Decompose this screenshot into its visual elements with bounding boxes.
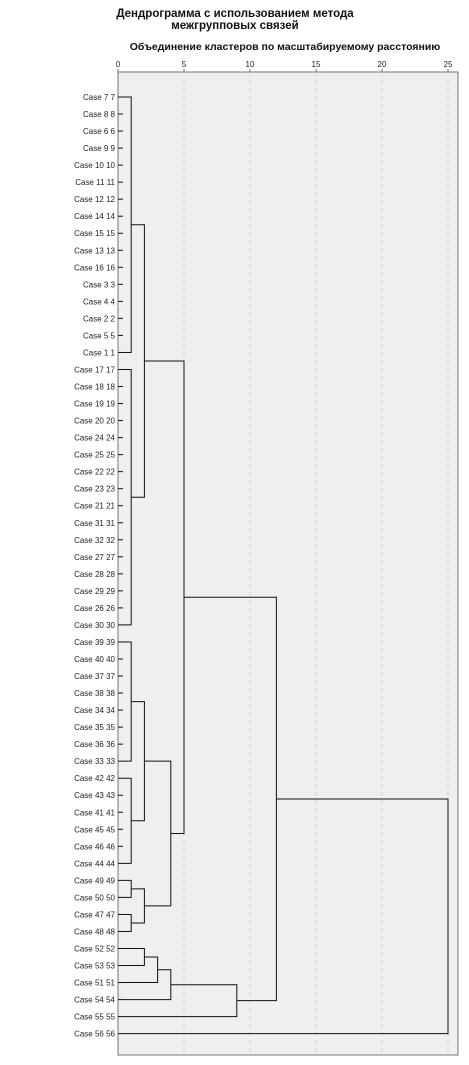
- leaf-label: Case 50 50: [74, 893, 115, 902]
- leaf-label: Case 25 25: [74, 451, 115, 460]
- leaf-label: Case 49 49: [74, 876, 115, 885]
- leaf-label: Case 29 29: [74, 587, 115, 596]
- leaf-label: Case 47 47: [74, 910, 115, 919]
- leaf-label: Case 31 31: [74, 519, 115, 528]
- leaf-label: Case 33 33: [74, 757, 115, 766]
- leaf-label: Case 41 41: [74, 808, 115, 817]
- leaf-label: Case 48 48: [74, 927, 115, 936]
- leaf-label: Case 2 2: [83, 314, 116, 323]
- leaf-label: Case 16 16: [74, 263, 115, 272]
- x-tick-label: 5: [182, 60, 187, 69]
- leaf-label: Case 46 46: [74, 842, 115, 851]
- leaf-label: Case 40 40: [74, 655, 115, 664]
- leaf-label: Case 42 42: [74, 774, 115, 783]
- leaf-label: Case 30 30: [74, 621, 115, 630]
- x-tick-label: 15: [312, 60, 321, 69]
- leaf-label: Case 14 14: [74, 212, 115, 221]
- leaf-label: Case 43 43: [74, 791, 115, 800]
- leaf-label: Case 52 52: [74, 945, 115, 954]
- leaf-label: Case 7 7: [83, 93, 116, 102]
- leaf-label: Case 20 20: [74, 417, 115, 426]
- chart-subtitle: Объединение кластеров по масштабируемому…: [129, 41, 441, 53]
- leaf-label: Case 15 15: [74, 229, 115, 238]
- leaf-label: Case 5 5: [83, 331, 116, 340]
- leaf-label: Case 3 3: [83, 280, 116, 289]
- x-tick-label: 20: [378, 60, 387, 69]
- leaf-label: Case 8 8: [83, 110, 116, 119]
- leaf-label: Case 12 12: [74, 195, 115, 204]
- leaf-label: Case 45 45: [74, 825, 115, 834]
- chart-title-line-1: Дендрограмма с использованием метода: [116, 8, 354, 20]
- chart-title-line-2: межгрупповых связей: [171, 20, 299, 32]
- leaf-label: Case 35 35: [74, 723, 115, 732]
- leaf-label: Case 6 6: [83, 127, 116, 136]
- leaf-label: Case 11 11: [75, 178, 115, 187]
- leaf-label: Case 38 38: [74, 689, 115, 698]
- leaf-label: Case 17 17: [74, 365, 115, 374]
- leaf-label: Case 54 54: [74, 996, 115, 1005]
- plot-area: [117, 71, 459, 1056]
- leaf-label: Case 21 21: [74, 502, 115, 511]
- leaf-label: Case 56 56: [74, 1030, 115, 1039]
- leaf-label: Case 22 22: [74, 468, 115, 477]
- leaf-label: Case 18 18: [74, 383, 115, 392]
- leaf-label: Case 39 39: [74, 638, 115, 647]
- leaf-label: Case 9 9: [83, 144, 116, 153]
- leaf-label: Case 23 23: [74, 485, 115, 494]
- leaf-label: Case 53 53: [74, 962, 115, 971]
- leaf-label: Case 4 4: [83, 297, 116, 306]
- cluster-link-path: [123, 798, 449, 1035]
- leaf-label: Case 55 55: [74, 1013, 115, 1022]
- leaf-label: Case 28 28: [74, 570, 115, 579]
- leaf-label: Case 44 44: [74, 859, 115, 868]
- leaf-label: Case 37 37: [74, 672, 115, 681]
- leaf-label: Case 27 27: [74, 553, 115, 562]
- leaf-label: Case 26 26: [74, 604, 115, 613]
- leaf-label: Case 10 10: [74, 161, 115, 170]
- x-tick-label: 10: [246, 60, 255, 69]
- leaf-label: Case 13 13: [74, 246, 115, 255]
- leaf-label: Case 32 32: [74, 536, 115, 545]
- x-tick-label: 0: [116, 60, 121, 69]
- x-tick-label: 25: [444, 60, 453, 69]
- leaf-label: Case 51 51: [74, 979, 115, 988]
- leaf-label: Case 1 1: [83, 348, 116, 357]
- leaf-label: Case 19 19: [74, 400, 115, 409]
- leaf-label: Case 24 24: [74, 434, 115, 443]
- leaf-label: Case 36 36: [74, 740, 115, 749]
- cluster-link: [123, 798, 449, 1035]
- leaf-label: Case 34 34: [74, 706, 115, 715]
